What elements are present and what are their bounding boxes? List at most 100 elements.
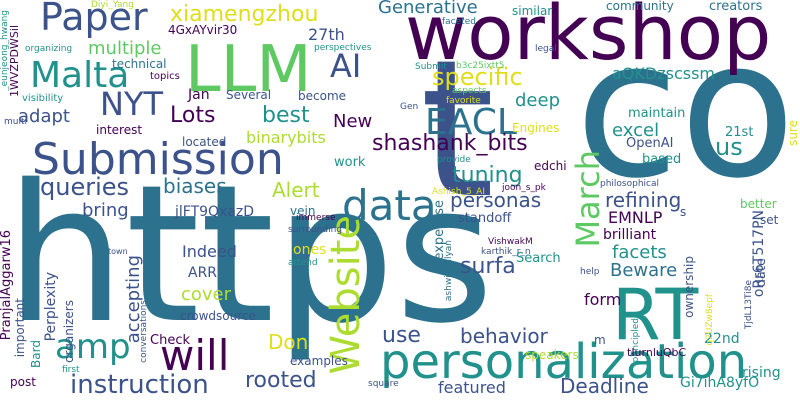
cloud-word: provide xyxy=(437,155,471,165)
cloud-word: ownership xyxy=(682,256,696,318)
cloud-word: facets xyxy=(612,242,667,263)
cloud-word: PranjalAggarw16 xyxy=(0,230,14,341)
cloud-word: surrounding xyxy=(288,225,342,235)
cloud-word: AI xyxy=(330,47,362,85)
cloud-word: Jan xyxy=(188,87,210,103)
cloud-word: refining xyxy=(605,188,682,212)
cloud-word: ARR xyxy=(188,265,218,281)
cloud-word: 27th xyxy=(308,25,345,44)
cloud-word: 21st xyxy=(725,125,754,140)
cloud-word: cover xyxy=(181,284,232,305)
cloud-word: Submit xyxy=(415,62,447,72)
cloud-word: attend xyxy=(288,258,318,268)
cloud-word: b3c25ixtt5 xyxy=(456,61,505,71)
cloud-word: organizers xyxy=(62,300,76,363)
cloud-word: q2UZw8epf xyxy=(705,294,715,346)
cloud-word: joon_s_pk xyxy=(502,183,546,193)
cloud-word: rooted xyxy=(245,368,317,393)
cloud-word: technical xyxy=(112,57,167,71)
cloud-word: adapt xyxy=(18,106,70,127)
cloud-word: behavior xyxy=(460,324,548,348)
cloud-word: examples xyxy=(290,354,348,368)
cloud-word: co xyxy=(575,0,796,220)
cloud-word: immerse xyxy=(296,213,336,223)
cloud-word: help xyxy=(580,267,600,277)
cloud-word: topics xyxy=(150,71,180,82)
cloud-word: LLM xyxy=(185,33,312,107)
cloud-word: better xyxy=(740,197,777,211)
cloud-word: TjdL13Ti8e xyxy=(744,280,754,330)
cloud-word: ashwinkalyan xyxy=(444,240,454,302)
cloud-word: excel xyxy=(612,120,660,141)
cloud-word: organizing xyxy=(25,44,73,54)
cloud-word: Gi7ihA8yfO xyxy=(680,375,760,391)
cloud-word: featured xyxy=(438,378,506,397)
cloud-word: personas xyxy=(450,188,542,212)
cloud-word: multiple xyxy=(88,38,162,59)
cloud-word: interest xyxy=(96,123,143,137)
cloud-word: t xyxy=(420,19,495,240)
cloud-word: ones xyxy=(293,242,327,258)
cloud-word: NYT xyxy=(100,85,164,123)
cloud-word: aQKDzscssm xyxy=(612,64,715,83)
cloud-word: New xyxy=(333,111,373,132)
cloud-word: jlFT9QxazD xyxy=(175,204,255,220)
cloud-word: queries xyxy=(40,173,130,201)
cloud-word: located xyxy=(182,135,227,149)
cloud-word: creators xyxy=(709,0,763,14)
cloud-word: data xyxy=(342,181,437,230)
cloud-word: Website xyxy=(323,215,369,375)
cloud-word: Diyi_Yang xyxy=(91,0,134,10)
cloud-word: philosophical xyxy=(600,179,660,189)
cloud-word: multi xyxy=(4,117,28,127)
cloud-word: visibility xyxy=(22,93,64,104)
cloud-word: instruction xyxy=(70,370,209,400)
cloud-word: Ashish_5_AI xyxy=(432,187,485,197)
cloud-word: https xyxy=(5,144,495,365)
cloud-word: Engines xyxy=(512,121,560,135)
cloud-word: form xyxy=(584,290,622,309)
cloud-word: tuning xyxy=(452,163,523,188)
cloud-word: surfa xyxy=(460,254,516,279)
cloud-word: Lots xyxy=(170,103,216,128)
cloud-word: us xyxy=(715,133,743,161)
cloud-word: sure xyxy=(786,120,800,146)
cloud-word: personalization xyxy=(380,334,748,390)
cloud-word: Paper xyxy=(40,0,148,39)
cloud-word: 22nd xyxy=(704,331,740,347)
cloud-word: bring xyxy=(82,200,129,221)
cloud-word: perspectives xyxy=(314,43,372,53)
cloud-word: date xyxy=(754,258,769,288)
cloud-word: important xyxy=(13,298,27,358)
cloud-word: karthik_r_n xyxy=(481,247,531,257)
cloud-word: work xyxy=(334,155,366,170)
cloud-word: Don xyxy=(268,330,309,354)
cloud-word: OpenAI xyxy=(626,136,674,151)
cloud-word: Several xyxy=(226,88,272,102)
cloud-word: post xyxy=(10,375,36,389)
cloud-word: binarybits xyxy=(246,128,326,147)
cloud-word: Perplexity xyxy=(43,272,59,342)
cloud-word: set xyxy=(760,213,779,227)
cloud-word: shashank_bits xyxy=(372,131,528,156)
cloud-word: edchi xyxy=(534,159,567,173)
cloud-word: conversations xyxy=(139,300,149,363)
cloud-word: Beware xyxy=(610,260,678,281)
cloud-word: use xyxy=(382,323,421,348)
cloud-word: Check xyxy=(150,333,190,348)
cloud-word: m xyxy=(594,333,606,347)
cloud-word: Alert xyxy=(272,178,320,202)
cloud-word: legal xyxy=(535,44,557,54)
cloud-word: xiamengzhou xyxy=(170,2,319,27)
cloud-word: VishwakM xyxy=(488,237,533,247)
cloud-word: similar xyxy=(512,4,553,18)
cloud-word: s xyxy=(680,205,687,219)
cloud-word: EMNLP xyxy=(608,208,663,227)
cloud-word: vein xyxy=(290,204,316,218)
cloud-word: aspects xyxy=(452,86,487,96)
cloud-word: will xyxy=(160,331,230,380)
cloud-word: first xyxy=(62,365,80,375)
cloud-word: Indeed xyxy=(182,242,237,261)
cloud-word: Malta xyxy=(30,55,130,96)
